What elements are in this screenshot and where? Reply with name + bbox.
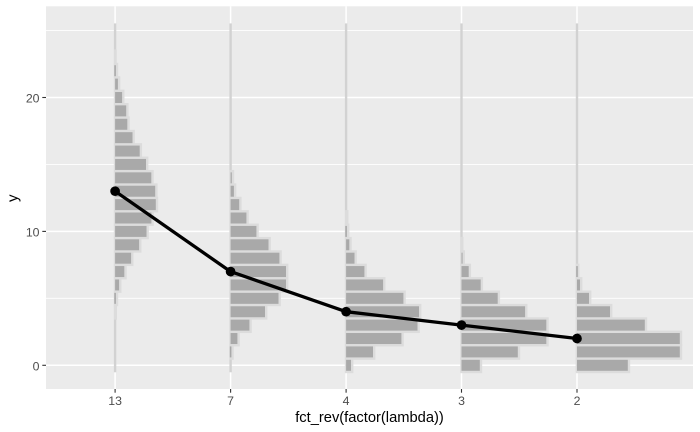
svg-text:13: 13 (108, 394, 122, 408)
svg-text:3: 3 (458, 394, 465, 408)
svg-text:0: 0 (33, 359, 40, 373)
svg-text:y: y (5, 194, 22, 202)
svg-text:10: 10 (26, 225, 40, 239)
svg-text:fct_rev(factor(lambda)): fct_rev(factor(lambda)) (295, 410, 444, 426)
svg-text:2: 2 (574, 394, 581, 408)
svg-text:7: 7 (227, 394, 234, 408)
svg-text:20: 20 (26, 92, 40, 106)
svg-text:4: 4 (343, 394, 350, 408)
